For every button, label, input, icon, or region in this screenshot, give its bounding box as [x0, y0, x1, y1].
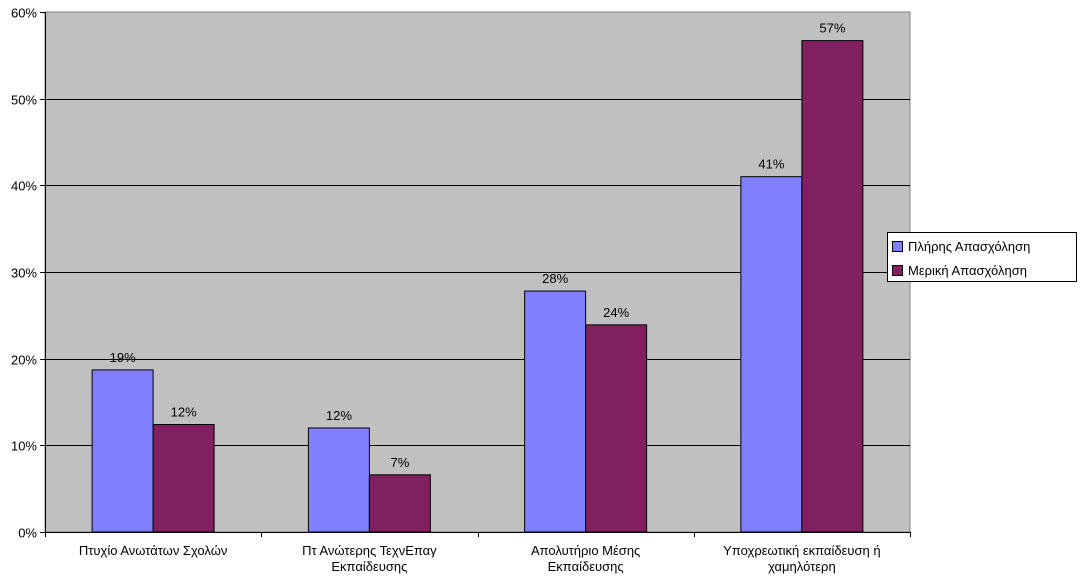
legend-item-full-time: Πλήρης Απασχόληση — [888, 235, 1076, 257]
x-category-label: Πτ Ανώτερης ΤεχνΕπαγ — [302, 543, 437, 558]
data-label: 12% — [171, 405, 197, 420]
y-tick-label: 60% — [11, 6, 37, 21]
x-category-label: Απολυτήριο Μέσης — [531, 543, 640, 558]
x-category-label: Εκπαίδευσης — [331, 559, 407, 574]
data-label: 28% — [542, 271, 568, 286]
y-tick-label: 40% — [11, 179, 37, 194]
y-tick-label: 30% — [11, 266, 37, 281]
x-category-label: Υποχρεωτική εκπαίδευση ή — [723, 543, 880, 558]
data-label: 41% — [758, 157, 784, 172]
bar — [801, 40, 864, 533]
y-tick-label: 0% — [18, 526, 37, 541]
bars — [91, 40, 864, 533]
bar — [524, 290, 587, 533]
axes: 0% 10% 20% 30% 40% 50% 60% Πτυχίο Ανωτάτων Σχολ… — [11, 6, 911, 574]
x-category-label: Πτυχίο Ανωτάτων Σχολών — [79, 543, 228, 558]
bar — [368, 474, 431, 533]
bar — [585, 324, 648, 533]
data-label: 57% — [819, 21, 845, 36]
data-label: 24% — [603, 305, 629, 320]
data-label: 12% — [326, 408, 352, 423]
x-category-label: χαμηλότερη — [768, 559, 836, 574]
y-tick-label: 50% — [11, 93, 37, 108]
legend-label-full-time: Πλήρης Απασχόληση — [908, 238, 1031, 254]
data-label: 7% — [390, 455, 409, 470]
data-label: 19% — [110, 350, 136, 365]
bar — [740, 176, 803, 533]
bar — [152, 424, 215, 533]
data-labels: 19% 12% 28% 41% 12% 7% 24% 57% — [110, 21, 846, 470]
x-category-label: Εκπαίδευσης — [548, 559, 624, 574]
y-tick-label: 20% — [11, 353, 37, 368]
legend-label-part-time: Μερική Απασχόληση — [908, 262, 1027, 278]
bar — [91, 369, 154, 533]
legend-swatch-part-time — [892, 264, 903, 276]
bar — [307, 427, 370, 533]
legend-item-part-time: Μερική Απασχόληση — [888, 259, 1076, 281]
legend: Πλήρης Απασχόληση Μερική Απασχόληση — [887, 232, 1077, 282]
y-tick-label: 10% — [11, 439, 37, 454]
legend-swatch-full-time — [892, 240, 903, 252]
